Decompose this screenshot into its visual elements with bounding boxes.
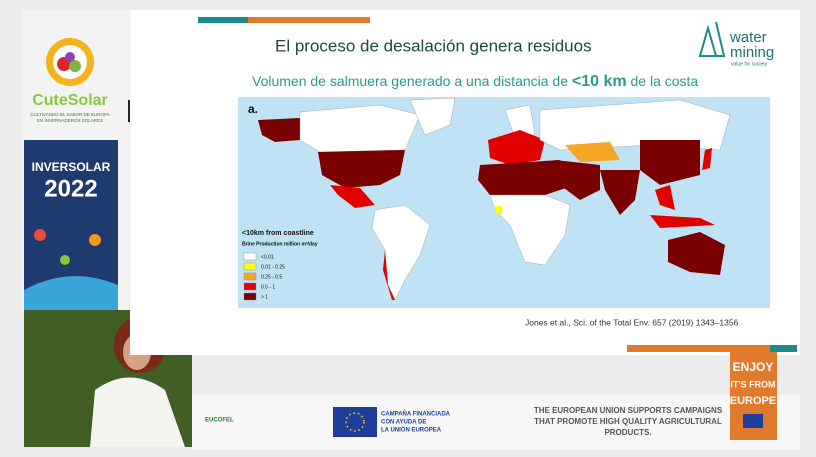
campaign-text: CAMPAÑA FINANCIADA [381,411,451,418]
legend-swatch [243,292,257,301]
legend-label: 0.5 - 1 [261,284,275,290]
accent-bar [198,17,248,23]
legend-label: 0.25 - 0.5 [261,274,282,280]
enjoy-text: IT'S FROM [730,379,775,389]
brand: CuteSolar [32,92,108,109]
campaign-text: LA UNIÓN EUROPEA [381,426,442,434]
slide-subtitle: Volumen de salmuera generado a una dista… [252,73,698,91]
tagline: CULTIVANDO EL SABOR DE EUROPA [30,112,109,117]
subtitle-highlight: <10 km [572,73,627,90]
accent-bar [248,17,370,23]
world-map [238,97,770,308]
eucofel: EUCOFEL [205,418,234,424]
legend-swatch [243,262,257,271]
legend-swatch [243,282,257,291]
logo-word: water [729,29,767,46]
legend: <0.01 0.01 - 0.25 0.25 - 0.5 0.5 - 1 > 1 [243,252,285,301]
legend-swatch [243,252,257,261]
logo-tagline: value for society [731,61,768,67]
eu-statement: PRODUCTS. [604,428,651,437]
legend-swatch [243,272,257,281]
legend-label: 0.01 - 0.25 [261,264,285,270]
legend-subtitle: Brine Production million m³/day [242,241,318,247]
footer [192,395,800,450]
legend-title: <10km from coastline [242,230,314,237]
eu-flag [333,407,377,437]
panel-label: a. [248,102,258,116]
enjoy-text: EUROPE [730,395,776,407]
legend-label: <0.01 [261,254,274,260]
eu-statement: THAT PROMOTE HIGH QUALITY AGRICULTURAL [534,417,722,426]
subtitle-text: Volumen de salmuera generado a una dista… [252,73,568,89]
accent-bar [627,345,770,352]
subtitle-text: de la costa [631,73,699,89]
logo-word: mining [730,44,774,61]
tagline: EN INVERNADEROS SOLARES [37,118,103,123]
banner-illustration [24,229,118,310]
banner-year: 2022 [44,175,97,202]
logo-icon [698,21,726,57]
slide-title: El proceso de desalación genera residuos [275,36,592,55]
accent-bar [770,345,797,352]
divider [128,100,130,122]
cutesolar-logo [46,38,94,86]
eu-statement: THE EUROPEAN UNION SUPPORTS CAMPAIGNS [534,406,723,415]
enjoy-text: ENJOY [733,360,774,374]
banner-title: INVERSOLAR [32,160,111,174]
citation: Jones et al., Sci. of the Total Env. 657… [525,317,739,327]
eu-stars [345,412,365,432]
legend-label: > 1 [261,294,268,300]
eu-flag-small [743,414,763,428]
campaign-text: CON AYUDA DE [381,420,426,426]
